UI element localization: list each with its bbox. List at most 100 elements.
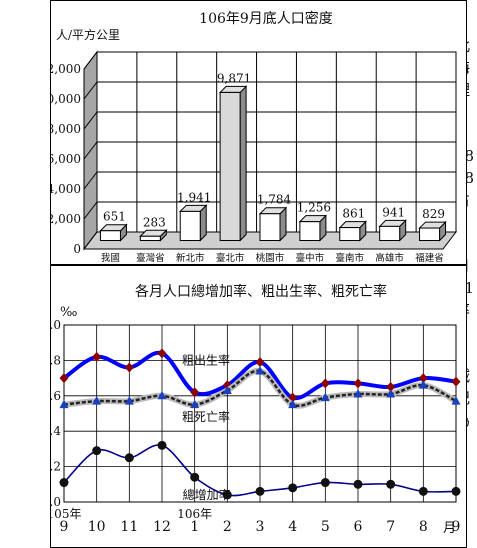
series-marker: [288, 399, 298, 409]
bar: [258, 206, 288, 242]
bar-front: [419, 227, 441, 242]
bar-front: [379, 225, 401, 241]
series-marker: [157, 440, 167, 450]
bar-chart-category-label: 臺南市: [336, 252, 365, 264]
density-bar-chart-panel: 106年9月底人口密度 人/平方公里 0 2,000 4,000 6,000 8,000…: [50, 0, 467, 265]
bar-chart-y-tick-label: 2,000: [51, 212, 81, 226]
line-chart-x-tick-label: 11: [120, 519, 138, 535]
series-marker: [255, 486, 265, 496]
bar-chart-gridline-side: [83, 141, 98, 160]
bar-chart-y-tick-label: 6,000: [51, 152, 81, 166]
bar-value-label: 941: [382, 205, 405, 219]
line-chart-y-tick-label: 1.0: [51, 318, 61, 332]
series-marker: [288, 483, 298, 493]
bar-chart-category-label: 新北市: [176, 252, 205, 264]
series-marker: [124, 362, 134, 373]
line-chart-x-tick-label: 7: [386, 519, 395, 535]
series-marker: [59, 373, 69, 384]
line-chart-y-tick-label: 0.8: [51, 353, 61, 367]
bar-chart-y-tick-label: 0: [73, 242, 81, 256]
series-marker: [190, 472, 200, 482]
bar-side: [239, 85, 247, 242]
series-label: 粗出生率: [182, 352, 230, 367]
bar-chart-gridline-side: [83, 51, 98, 70]
rates-line-chart: 各月人口總增加率、粗出生率、粗死亡率 ‰ 月 0.0 0.2 0.4 0.6 0.8 1.…: [51, 283, 461, 536]
series-marker: [353, 479, 363, 489]
bar-value-label: 1,941: [177, 190, 211, 204]
bar-chart-category-label: 臺灣省: [136, 252, 165, 264]
line-chart-x-tick-label: 10: [88, 519, 106, 535]
bar-chart-gridline-side: [83, 231, 98, 250]
series-marker: [418, 486, 428, 496]
bar-front: [139, 235, 161, 242]
line-series: [59, 348, 461, 403]
line-chart-y-tick-label: 0.0: [51, 495, 61, 509]
bar: [338, 220, 367, 242]
line-chart-y-tick-label: 0.2: [51, 460, 61, 474]
series-marker: [59, 478, 69, 488]
line-chart-title: 各月人口總增加率、粗出生率、粗死亡率: [135, 283, 387, 300]
bar-chart-gridline-side: [83, 81, 98, 100]
series-marker: [418, 373, 428, 384]
line-chart-x-tick-label: 5: [321, 519, 330, 535]
line-chart-x-tick-label: 2: [223, 519, 232, 535]
bar-chart-y-axis-label: 人/平方公里: [56, 27, 120, 42]
bar-chart-category-label: 我國: [101, 253, 120, 264]
series-marker: [353, 389, 363, 398]
line-chart-x-tick-label: 3: [256, 519, 265, 535]
bar-front: [179, 210, 201, 241]
series-marker: [451, 396, 461, 405]
series-marker: [124, 396, 134, 405]
density-bar-chart: 106年9月底人口密度 人/平方公里 0 2,000 4,000 6,000 8,000…: [51, 10, 458, 264]
series-marker: [190, 387, 200, 398]
line-chart-x-tick-label: 9: [60, 519, 69, 535]
series-label: 粗死亡率: [182, 409, 230, 424]
bar-chart-y-tick-label: 10,000: [51, 92, 81, 106]
bar-value-label: 1,256: [297, 201, 331, 215]
series-marker: [386, 389, 396, 398]
bar-value-label: 1,784: [257, 193, 292, 207]
series-marker: [255, 357, 265, 368]
bar: [418, 220, 447, 242]
bar-front: [299, 221, 321, 242]
bar: [378, 219, 407, 242]
series-marker: [353, 378, 363, 389]
bar-chart-category-label: 臺北市: [216, 252, 245, 264]
series-marker: [157, 348, 167, 359]
line-chart-year-label: 105年: [51, 507, 81, 521]
bar-chart-y-tick-label: 8,000: [51, 122, 81, 136]
bar-front: [339, 227, 361, 242]
rates-line-chart-panel: 各月人口總增加率、粗出生率、粗死亡率 ‰ 月 0.0 0.2 0.4 0.6 0.8 1.…: [50, 265, 467, 548]
series-marker: [451, 486, 461, 496]
series-label: 總增加率: [183, 487, 231, 502]
bar-value-label: 861: [342, 207, 365, 221]
line-series: [59, 440, 461, 500]
series-marker: [92, 446, 102, 456]
line-chart-x-tick-label: 6: [354, 519, 363, 535]
bar-front: [99, 230, 121, 242]
series-marker: [92, 396, 102, 405]
bar: [179, 204, 208, 242]
bar-chart-gridline-side: [83, 111, 98, 130]
bar-value-label: 829: [422, 207, 445, 221]
series-marker: [418, 380, 428, 389]
bar: [99, 223, 128, 242]
bar: [298, 214, 328, 242]
line-chart-x-axis-unit: 月: [443, 521, 456, 536]
bar-chart-gridline-side: [83, 171, 98, 190]
series-marker: [222, 385, 232, 394]
series-marker: [59, 399, 69, 409]
series-marker: [92, 351, 102, 362]
series-marker: [386, 381, 396, 392]
series-marker: [320, 392, 330, 402]
series-marker: [157, 390, 167, 400]
bar-front: [259, 213, 281, 242]
line-series: [59, 366, 461, 409]
bar-chart-gridline-side: [83, 201, 98, 220]
line-chart-x-tick-label: 9: [452, 519, 461, 535]
bar-chart-title: 106年9月底人口密度: [199, 10, 333, 27]
line-chart-x-tick-label: 4: [288, 519, 297, 535]
bar-chart-category-label: 福建省: [415, 252, 444, 264]
series-marker: [190, 399, 200, 409]
line-chart-y-axis-unit: ‰: [60, 305, 77, 320]
